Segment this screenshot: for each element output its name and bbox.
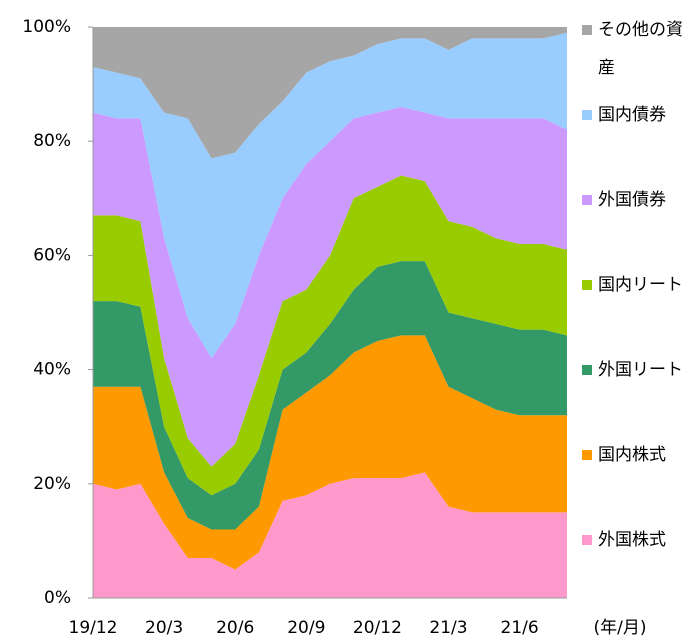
area bbox=[93, 32, 567, 359]
legend-swatch bbox=[582, 280, 592, 290]
area bbox=[93, 175, 567, 496]
x-tick-label: 21/6 bbox=[501, 618, 539, 638]
x-tick-label: 20/12 bbox=[353, 618, 402, 638]
area bbox=[93, 106, 567, 467]
x-tick-label: 21/3 bbox=[429, 618, 467, 638]
legend-label: 国内債券 bbox=[598, 105, 666, 125]
y-tick-label: 80% bbox=[33, 131, 71, 151]
x-tick-label: 20/6 bbox=[216, 618, 254, 638]
y-tick-label: 60% bbox=[33, 245, 71, 265]
legend-label: その他の資産 bbox=[598, 20, 683, 78]
y-tick-label: 0% bbox=[44, 588, 71, 608]
legend-swatch bbox=[582, 450, 592, 460]
y-tick-label: 100% bbox=[22, 17, 71, 37]
legend-swatch bbox=[582, 110, 592, 120]
x-tick-label: 20/9 bbox=[287, 618, 325, 638]
legend-label: 外国株式 bbox=[598, 530, 666, 550]
legend-label: 外国リート bbox=[598, 360, 683, 380]
x-tick-label: 20/3 bbox=[145, 618, 183, 638]
legend-label: 国内株式 bbox=[598, 445, 666, 465]
area bbox=[93, 27, 567, 159]
legend-label: 国内リート bbox=[598, 275, 683, 295]
x-tick-label: 19/12 bbox=[69, 618, 118, 638]
legend-swatch bbox=[582, 535, 592, 545]
x-axis-label: (年/月) bbox=[594, 618, 647, 638]
legend-label: 外国債券 bbox=[598, 190, 666, 210]
y-tick-label: 40% bbox=[33, 360, 71, 380]
y-tick-label: 20% bbox=[33, 474, 71, 494]
legend-swatch bbox=[582, 25, 592, 35]
area bbox=[93, 472, 567, 598]
legend-swatch bbox=[582, 195, 592, 205]
area bbox=[93, 261, 567, 530]
legend-swatch bbox=[582, 365, 592, 375]
area bbox=[93, 335, 567, 570]
